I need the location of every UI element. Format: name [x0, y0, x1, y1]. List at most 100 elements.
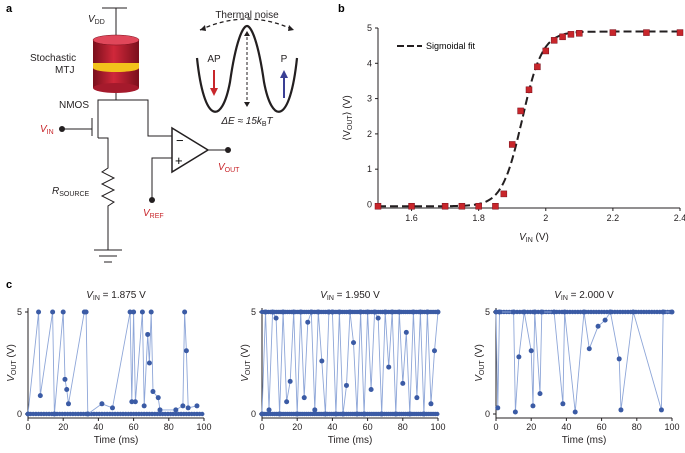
trace-ylabel-unit: (V): [6, 344, 17, 360]
trace-baseline-point: [435, 411, 440, 417]
trace-title: VIN = 1.875 V: [86, 290, 146, 302]
panel-label-a: a: [6, 3, 13, 15]
trace-title-v: V: [320, 290, 328, 301]
b-xlabel: V: [519, 232, 527, 243]
trace-point: [150, 389, 156, 395]
trace-point: [354, 411, 360, 417]
rsource-label: R: [52, 186, 59, 197]
vin-label: V: [40, 124, 48, 135]
trace-x-tick-label: 40: [561, 422, 571, 432]
trace-point: [660, 309, 666, 315]
trace-point: [185, 405, 191, 411]
mtj-cylinder: [92, 34, 140, 93]
trace-point: [562, 309, 568, 315]
trace-line: [495, 310, 672, 413]
nmos-label: NMOS: [59, 100, 89, 111]
trace-point: [157, 407, 163, 413]
trace-point: [277, 411, 283, 417]
trace-x-tick-label: 100: [664, 422, 679, 432]
trace-point: [146, 360, 152, 366]
trace-point: [435, 309, 441, 315]
trace-x-tick-label: 20: [526, 422, 536, 432]
trace-point: [266, 407, 272, 413]
trace-point: [259, 411, 265, 417]
energy-landscape: Thermal noise AP P ΔE ≈ 15kBT: [195, 10, 299, 128]
b-y-tick-label: 1: [367, 164, 372, 174]
trace-point: [495, 405, 501, 411]
trace-y-tick-label: 5: [251, 307, 256, 317]
trace-point: [424, 309, 430, 315]
trace-point: [393, 411, 399, 417]
trace-point: [428, 401, 434, 407]
trace-title: VIN = 1.950 V: [320, 290, 380, 302]
trace-point: [83, 309, 89, 315]
trace-y-tick-label: 0: [485, 409, 490, 419]
data-point-square: [441, 202, 449, 210]
vdd-label: V: [88, 14, 96, 25]
trace-baseline-point: [200, 411, 205, 417]
trace-point: [560, 401, 566, 407]
trace-point: [131, 309, 137, 315]
trace-point: [511, 309, 517, 315]
trace-point: [64, 387, 70, 393]
p-label: P: [281, 54, 288, 65]
sigmoid-chart: 1.6 1.8 2 2.2 2.4 0 1 2 3 4 5 Sigmoidal fit VIN (V…: [342, 23, 685, 244]
trace-point: [291, 309, 297, 315]
trace-x-tick-label: 100: [430, 422, 445, 432]
trace-title-v: V: [86, 290, 94, 301]
trace-x-tick-label: 40: [327, 422, 337, 432]
trace-point: [298, 309, 304, 315]
trace-point: [602, 317, 608, 323]
trace-y-tick-label: 5: [17, 307, 22, 317]
trace-x-tick-label: 20: [58, 422, 68, 432]
data-point-square: [676, 29, 684, 36]
trace-point: [618, 407, 624, 413]
trace-point: [155, 395, 161, 401]
trace-point: [368, 387, 374, 393]
trace-point: [50, 309, 56, 315]
trace-point: [326, 309, 332, 315]
trace-ylabel-sub: OUT: [11, 360, 18, 376]
vref-label: V: [143, 208, 151, 219]
trace-point: [319, 358, 325, 364]
trace-point: [630, 309, 636, 315]
trace-line: [261, 310, 439, 415]
trace-point: [532, 309, 538, 315]
trace-point: [270, 309, 276, 315]
trace-point: [141, 403, 147, 409]
panel-label-b: b: [338, 3, 345, 15]
trace-point: [312, 407, 318, 413]
b-y-tick-label: 3: [367, 94, 372, 104]
b-ylabel: ⟨V: [342, 130, 353, 141]
trace-point: [173, 407, 179, 413]
trace-point: [414, 395, 420, 401]
trace-point: [273, 315, 279, 321]
trace-x-tick-label: 60: [597, 422, 607, 432]
trace-title-value: = 1.875 V: [100, 290, 146, 301]
b-y-tick-label: 5: [367, 23, 372, 33]
trace-point: [132, 399, 138, 405]
trace-y-tick-label: 5: [485, 307, 490, 317]
trace-point: [407, 411, 413, 417]
trace-point: [396, 309, 402, 315]
trace-point: [386, 364, 392, 370]
data-point-square: [559, 33, 566, 41]
trace-x-tick-label: 80: [164, 422, 174, 432]
trace-point: [280, 309, 286, 315]
trace-point: [301, 395, 307, 401]
trace-y-tick-label: 0: [251, 409, 256, 419]
trace-title-value: = 2.000 V: [568, 290, 614, 301]
trace-point: [581, 309, 587, 315]
trace-x-tick-label: 20: [292, 422, 302, 432]
svg-text:VREF: VREF: [143, 208, 164, 220]
data-point-square: [525, 86, 533, 94]
data-point-square: [643, 29, 650, 36]
data-point-square: [534, 63, 541, 71]
trace-x-tick-label: 60: [129, 422, 139, 432]
data-point-square: [492, 202, 499, 210]
svg-text:VOUT: VOUT: [218, 162, 240, 174]
trace-title-sub: IN: [561, 295, 568, 302]
